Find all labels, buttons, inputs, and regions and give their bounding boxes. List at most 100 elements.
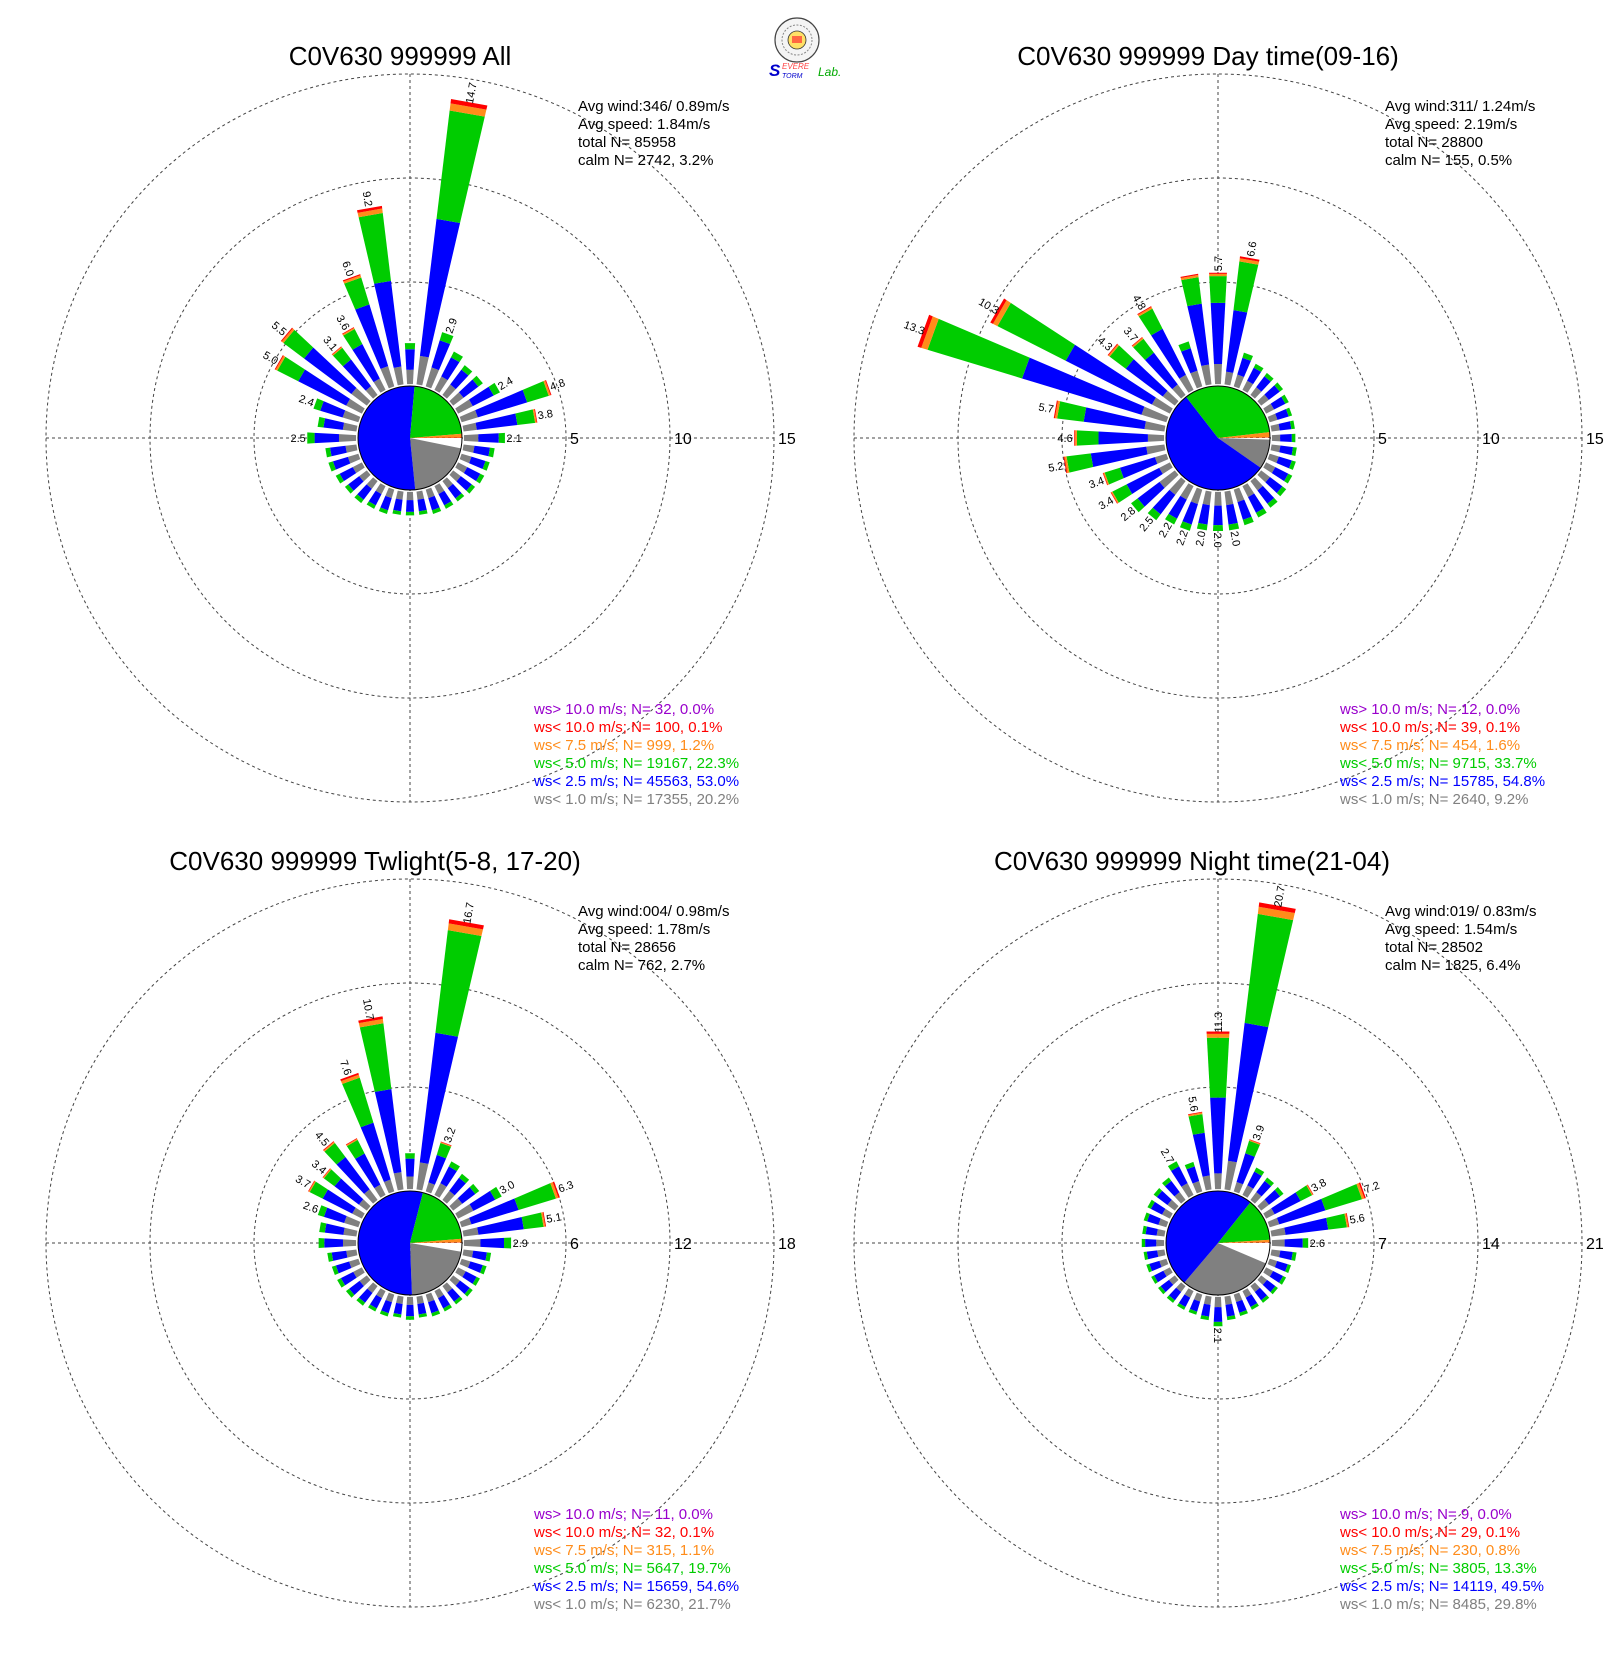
bar-segment (434, 376, 448, 393)
direction-bar-20 (1233, 352, 1253, 389)
bar-value-label: 2.2 (1157, 521, 1175, 540)
direction-bar-220 (1166, 1282, 1186, 1303)
bar-value-label: 10.7 (360, 998, 376, 1021)
pie-outline (1165, 1190, 1271, 1296)
bar-segment (468, 386, 494, 407)
bar-segment (449, 1275, 461, 1286)
bar-segment (1131, 336, 1143, 347)
bar-segment (425, 1292, 435, 1303)
direction-bar-280 (1142, 1225, 1166, 1237)
bar-segment (1264, 385, 1280, 400)
bar-segment (308, 1180, 316, 1193)
bar-segment (454, 1296, 463, 1305)
direction-bar-330 (345, 1138, 386, 1198)
bar-segment (1213, 505, 1223, 526)
bar-segment (488, 382, 501, 396)
direction-bar-140 (442, 1282, 463, 1305)
direction-bar-280 (317, 416, 358, 432)
bar-value-label: 5.0 (261, 349, 280, 367)
bar-segment (1257, 394, 1269, 406)
bar-segment (473, 445, 491, 457)
bar-segment (418, 1313, 428, 1318)
bar-segment (532, 409, 537, 423)
direction-bar-320 (1162, 1177, 1186, 1204)
direction-bar-340: 6.0 (339, 260, 395, 389)
bar-segment (1263, 1267, 1274, 1277)
bar-segment (1143, 1212, 1150, 1222)
bar-segment (356, 1297, 366, 1306)
bar-segment (1249, 1139, 1261, 1145)
logo-storm-text: TORM (782, 73, 803, 80)
bar-segment (1146, 444, 1166, 455)
bar-segment (335, 473, 344, 484)
bar-segment (1176, 1282, 1186, 1293)
bar-segment (348, 476, 364, 491)
direction-bar-40 (442, 1173, 470, 1204)
bar-segment (1271, 467, 1289, 482)
pie-slice (1186, 385, 1270, 438)
bar-segment (1257, 1275, 1268, 1285)
bar-segment (1242, 516, 1254, 526)
bar-segment (385, 487, 395, 499)
bar-segment (455, 1204, 474, 1219)
direction-bar-230 (1158, 1275, 1179, 1295)
bar-segment (1098, 431, 1148, 445)
direction-bar-130 (1257, 1275, 1278, 1295)
bar-segment (1126, 467, 1163, 494)
legend-entry: ws< 2.5 m/s; N= 15785, 54.8% (1339, 773, 1545, 790)
bar-segment (1107, 343, 1118, 356)
direction-bar-50 (1257, 1187, 1284, 1211)
ring-tick-label: 18 (778, 1236, 796, 1253)
bar-segment (417, 498, 427, 512)
pie-slice (1218, 432, 1270, 438)
bar-segment (374, 1089, 402, 1174)
bar-segment (1109, 345, 1134, 369)
bar-segment (369, 1294, 382, 1309)
speed-class-pie (357, 385, 463, 491)
bar-segment (304, 347, 357, 394)
bar-segment (1179, 374, 1194, 393)
bar-segment (1274, 382, 1284, 392)
bar-segment (434, 1288, 444, 1299)
bar-segment (1137, 306, 1153, 317)
range-ring (253, 281, 567, 595)
direction-bar-320: 3.7 (1121, 325, 1186, 399)
bar-segment (442, 477, 453, 489)
bar-segment (469, 1183, 480, 1194)
bar-segment (317, 1205, 328, 1217)
bar-segment (456, 476, 472, 491)
bar-segment (1280, 434, 1292, 442)
bar-segment (447, 483, 462, 499)
bar-segment (1321, 1183, 1363, 1211)
direction-bar-200: 2.2 (1174, 487, 1203, 547)
bar-segment (1261, 1295, 1270, 1303)
bar-segment (416, 1162, 429, 1191)
bar-segment (374, 280, 402, 368)
bar-segment (1162, 1177, 1172, 1187)
legend-entry: ws> 10.0 m/s; N= 12, 0.0% (1339, 701, 1520, 718)
bar-segment (428, 1300, 439, 1314)
direction-bar-340 (1184, 1161, 1203, 1194)
bar-segment (1250, 1191, 1262, 1204)
bar-segment (419, 218, 461, 358)
direction-bar-170 (1224, 1295, 1236, 1321)
bar-segment (1358, 1182, 1366, 1199)
wind-rose-panel-4: 7 14 21 11.3 20.7 3.9 3.8 7.2 5.6 2.6 2.1 2.7 5.6 C0V… (853, 846, 1604, 1613)
bar-segment (1257, 470, 1270, 483)
bar-segment (396, 1295, 404, 1304)
direction-bar-230 (345, 1275, 371, 1298)
bar-segment (359, 1023, 392, 1092)
bar-value-label: 2.2 (1174, 529, 1191, 547)
speed-class-pie (1165, 385, 1271, 491)
bar-segment (444, 501, 454, 509)
bar-value-label: 3.8 (1309, 1177, 1328, 1195)
bar-segment (1149, 1260, 1162, 1272)
bar-segment (317, 416, 326, 428)
bar-segment (343, 275, 362, 284)
direction-bar-10: 20.7 (1224, 885, 1296, 1191)
bar-segment (1150, 1201, 1166, 1215)
bar-segment (404, 343, 416, 350)
direction-bar-30 (1242, 363, 1264, 393)
bar-segment (1265, 476, 1283, 494)
